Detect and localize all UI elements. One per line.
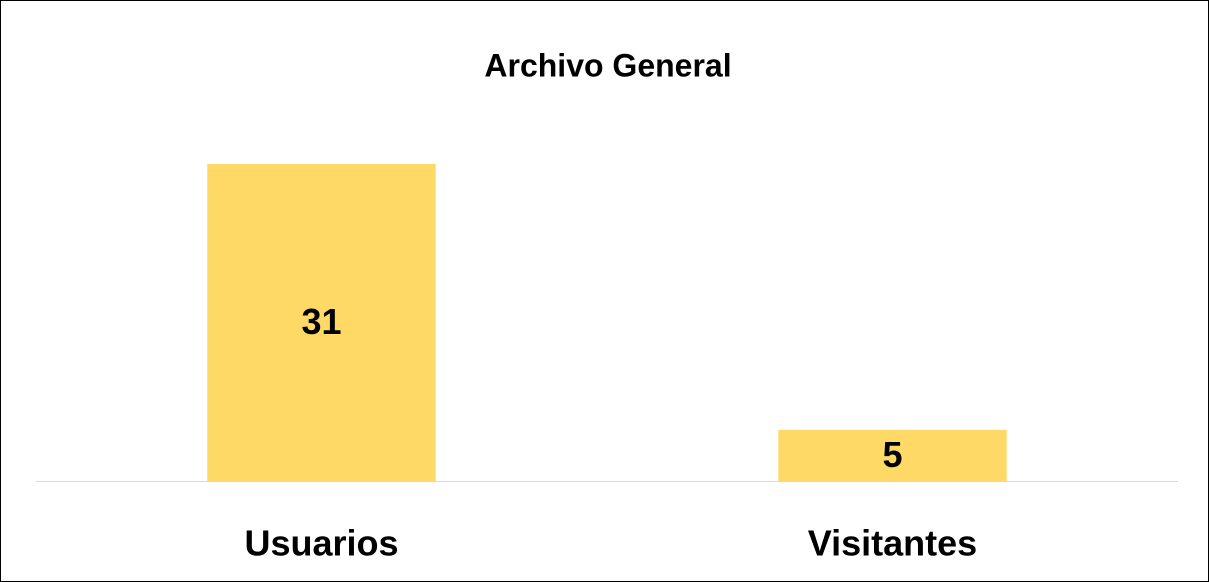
x-tick-label: Visitantes xyxy=(808,523,977,564)
chart-title: Archivo General xyxy=(484,47,731,83)
x-tick-label: Usuarios xyxy=(244,523,398,564)
data-label: 5 xyxy=(882,434,902,475)
bar xyxy=(778,429,1007,481)
bar xyxy=(207,164,436,481)
data-label: 31 xyxy=(301,301,341,342)
